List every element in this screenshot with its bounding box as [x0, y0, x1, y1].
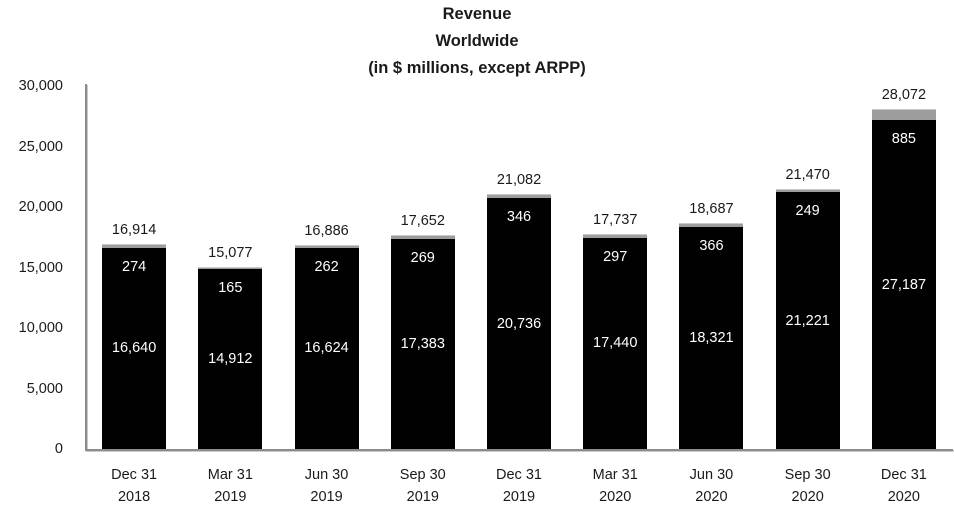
bar-segment-primary [871, 120, 936, 449]
bar-total-label: 16,914 [111, 222, 157, 239]
bar-total-label: 18,687 [689, 200, 734, 217]
bar-primary-value-label: 14,912 [208, 350, 253, 367]
bar-segment-primary [198, 268, 263, 449]
x-axis-category-label: Dec 31 2019 [471, 464, 567, 506]
x-axis-category-year: 2019 [214, 489, 247, 505]
bar-segment-secondary [294, 244, 359, 248]
chart-title-line-3: (in $ millions, except ARPP) [368, 59, 586, 77]
x-axis-category-year: 2019 [310, 489, 343, 505]
x-axis-category-label: Jun 30 2019 [279, 464, 375, 506]
bar-segment-primary [775, 192, 840, 449]
bar-primary-value-label: 20,736 [496, 315, 542, 332]
y-axis-tick-label: 10,000 [18, 320, 63, 336]
bar-segment-primary [390, 238, 455, 449]
y-axis-tick-label: 5,000 [26, 380, 63, 397]
bar-secondary-value-label: 885 [891, 131, 916, 148]
x-axis-line [85, 449, 953, 451]
bar-primary-value-label: 27,187 [881, 276, 927, 293]
bar-total-label: 15,077 [208, 244, 253, 261]
bar-total-label: 16,886 [304, 222, 349, 239]
bar-segment-secondary [871, 109, 936, 121]
bar-segment-secondary [583, 234, 648, 238]
bar-total-label: 28,072 [881, 87, 927, 104]
x-axis-category-label: Sep 30 2020 [760, 464, 856, 506]
y-axis-tick-label: 20,000 [18, 199, 63, 215]
x-axis-category-label: Jun 30 2020 [663, 464, 759, 506]
bar-secondary-value-label: 274 [122, 258, 147, 275]
bar-segment-primary [102, 247, 167, 449]
bar-secondary-value-label: 297 [603, 248, 628, 265]
x-axis-category-date: Mar 31 [207, 467, 253, 483]
bar-total-label: 21,082 [496, 171, 542, 188]
x-axis-category-year: 2018 [117, 489, 151, 505]
x-axis-category-label: Mar 31 2019 [182, 464, 278, 506]
x-axis-category-date: Jun 30 [304, 467, 349, 483]
x-axis-category-date: Dec 31 [880, 467, 927, 483]
bar-total-label: 17,737 [593, 212, 638, 229]
chart-title: Revenue Worldwide (in $ millions, except… [0, 1, 954, 82]
bar-segment-secondary [390, 235, 455, 239]
x-axis-category-date: Mar 31 [592, 467, 638, 483]
bar-secondary-value-label: 269 [410, 249, 435, 266]
bar-primary-value-label: 17,383 [400, 335, 445, 352]
bar-segment-secondary [679, 222, 744, 228]
bar-segment-primary [583, 237, 648, 449]
x-axis-category-date: Jun 30 [689, 467, 734, 483]
y-axis-line [85, 84, 87, 450]
x-axis-category-date: Sep 30 [399, 467, 446, 483]
y-axis-tick-label: 0 [54, 441, 63, 457]
bar-segment-primary [294, 247, 359, 449]
bar-primary-value-label: 21,221 [785, 312, 830, 329]
bar-segment-secondary [198, 266, 263, 269]
bar-segment-secondary [775, 189, 840, 193]
bar-total-label: 21,470 [785, 167, 830, 184]
bar-secondary-value-label: 366 [699, 238, 724, 255]
x-axis-category-year: 2020 [887, 489, 920, 505]
bar-secondary-value-label: 346 [506, 209, 532, 226]
bar-segment-primary [679, 227, 744, 449]
x-axis-category-date: Dec 31 [496, 467, 542, 483]
y-axis-tick-label: 30,000 [18, 78, 63, 94]
x-axis-category-label: Sep 30 2019 [375, 464, 471, 506]
x-axis-category-year: 2020 [695, 489, 728, 505]
bar-secondary-value-label: 262 [314, 258, 339, 275]
x-axis-category-year: 2020 [599, 489, 632, 505]
x-axis-category-label: Mar 31 2020 [567, 464, 663, 506]
bar-segment-secondary [487, 193, 551, 199]
bar-segment-secondary [102, 244, 167, 248]
x-axis-category-year: 2019 [502, 489, 536, 505]
bar-secondary-value-label: 165 [218, 279, 243, 296]
chart-title-line-2: Worldwide [435, 32, 519, 50]
x-axis-category-year: 2020 [791, 489, 824, 505]
bar-primary-value-label: 17,440 [593, 335, 638, 352]
bar-primary-value-label: 18,321 [689, 330, 734, 347]
bar-secondary-value-label: 249 [795, 203, 820, 220]
x-axis-category-label: Dec 31 2018 [86, 464, 182, 506]
bar-segment-primary [487, 198, 551, 449]
x-axis-category-label: Dec 31 2020 [856, 464, 952, 506]
bar-primary-value-label: 16,640 [111, 340, 157, 357]
chart-title-line-1: Revenue [442, 5, 512, 23]
x-axis-category-date: Dec 31 [111, 467, 158, 483]
bar-total-label: 17,652 [400, 213, 445, 230]
y-axis-tick-label: 25,000 [18, 138, 63, 155]
y-axis-tick-label: 15,000 [18, 259, 63, 276]
x-axis-category-date: Sep 30 [784, 467, 831, 483]
bar-primary-value-label: 16,624 [304, 340, 349, 357]
x-axis-category-year: 2019 [406, 489, 439, 505]
